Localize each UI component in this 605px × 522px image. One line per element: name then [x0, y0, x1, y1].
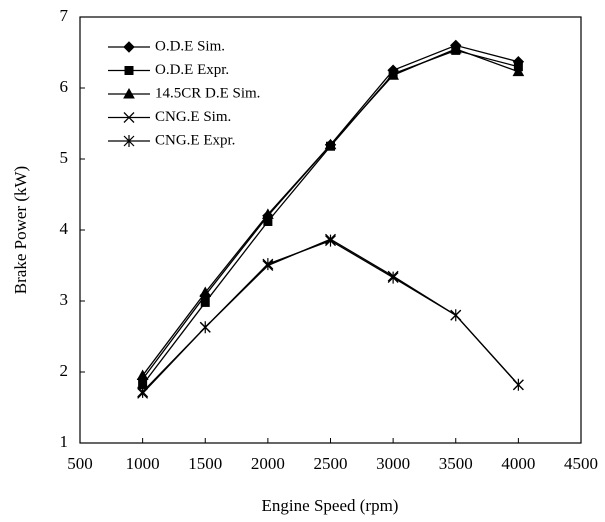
marker: [200, 297, 210, 307]
marker: [262, 258, 274, 271]
marker: [387, 69, 399, 80]
series-line: [142, 239, 519, 393]
y-axis-label: Brake Power (kW): [11, 166, 30, 294]
marker: [124, 66, 134, 75]
marker: [449, 42, 462, 54]
marker: [199, 286, 212, 297]
y-tick-label: 1: [60, 432, 69, 451]
x-tick-label: 1500: [188, 454, 222, 473]
y-tick-label: 3: [60, 290, 69, 309]
x-tick-label: 3000: [376, 454, 410, 473]
legend-label: O.D.E Sim.: [155, 38, 225, 54]
x-tick-label: 3500: [439, 454, 473, 473]
legend-label: 14.5CR D.E Sim.: [155, 85, 260, 101]
marker: [450, 309, 462, 322]
legend-label: O.D.E Expr.: [155, 62, 229, 78]
y-tick-label: 5: [60, 148, 69, 167]
marker: [137, 385, 149, 398]
legend-label: CNG.E Expr.: [155, 132, 235, 148]
x-tick-label: 4000: [501, 454, 535, 473]
marker: [262, 208, 274, 219]
y-tick-label: 7: [60, 6, 69, 25]
marker: [387, 271, 399, 284]
y-tick-label: 4: [60, 219, 69, 238]
x-tick-label: 2500: [314, 454, 348, 473]
x-axis-label: Engine Speed (rpm): [262, 496, 399, 515]
series-line: [142, 238, 519, 394]
marker: [325, 234, 336, 247]
x-tick-label: 2000: [251, 454, 285, 473]
marker: [123, 87, 135, 99]
x-tick-label: 4500: [564, 454, 598, 473]
marker: [199, 321, 211, 334]
marker: [123, 135, 135, 147]
marker: [512, 378, 524, 391]
marker: [512, 65, 525, 77]
x-tick-label: 1000: [126, 454, 160, 473]
marker: [123, 112, 135, 123]
y-tick-label: 6: [60, 77, 69, 96]
marker: [324, 138, 337, 150]
x-tick-label: 500: [67, 454, 93, 473]
legend-label: CNG.E Sim.: [155, 109, 231, 125]
y-tick-label: 2: [60, 361, 69, 380]
marker: [136, 369, 149, 381]
marker: [123, 41, 135, 53]
